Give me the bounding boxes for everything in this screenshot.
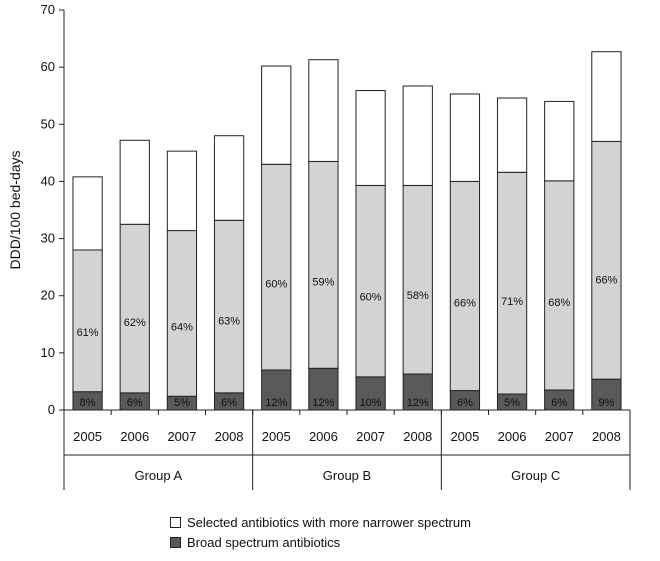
group-label: Group A	[134, 468, 182, 483]
group-label: Group B	[323, 468, 371, 483]
legend-item-narrow-spectrum: Selected antibiotics with more narrower …	[170, 512, 471, 532]
y-tick-label: 50	[41, 116, 55, 131]
x-tick-label: 2006	[120, 429, 149, 444]
x-tick-label: 2007	[167, 429, 196, 444]
bar-segment-middle	[402, 184, 433, 375]
bar-segment-narrow	[119, 139, 150, 225]
percent-label: 60%	[360, 291, 382, 303]
x-tick-label: 2006	[309, 429, 338, 444]
legend-swatch-white	[170, 516, 181, 528]
y-tick-label: 60	[41, 59, 55, 74]
bar-segment-narrow	[213, 135, 245, 221]
percent-label: 6%	[551, 397, 567, 409]
percent-label: 6%	[221, 397, 237, 409]
percent-label: 5%	[504, 397, 520, 409]
percent-label: 9%	[598, 397, 614, 409]
percent-label: 12%	[407, 397, 429, 409]
x-tick-label: 2008	[403, 429, 432, 444]
x-axis: 2005 2006 2007 2008 2005 2006 2007 2008 2005 2006…	[63, 409, 631, 490]
percent-label: 64%	[171, 322, 193, 334]
bar-segment-middle	[496, 171, 528, 395]
y-tick-label: 0	[48, 402, 55, 417]
legend-item-broad-spectrum: Broad spectrum antibiotics	[170, 532, 471, 552]
x-tick-label: 2005	[73, 429, 102, 444]
bar-segment-middle	[544, 180, 575, 391]
bar-segment-narrow	[166, 150, 198, 232]
bar-segment-narrow	[449, 93, 481, 182]
percent-label: 62%	[124, 317, 146, 329]
bars	[72, 51, 622, 411]
x-tick-label: 2007	[356, 429, 385, 444]
bar-segment-broad	[591, 378, 622, 411]
legend-label-broad-spectrum: Broad spectrum antibiotics	[187, 534, 341, 550]
group-label: Group C	[511, 468, 560, 483]
y-tick-label: 10	[41, 345, 55, 360]
bar-segment-narrow	[496, 97, 528, 173]
legend-swatch-dark	[170, 536, 181, 548]
bar-segment-middle	[166, 230, 198, 397]
percent-label: 8%	[80, 397, 96, 409]
percent-label: 12%	[265, 397, 287, 409]
y-tick-label: 30	[41, 231, 55, 246]
percent-label: 66%	[454, 298, 476, 310]
percent-label: 59%	[312, 276, 334, 288]
percent-label: 6%	[457, 397, 473, 409]
percent-label: 68%	[548, 297, 570, 309]
bar-segment-middle	[72, 249, 103, 393]
x-tick-label: 2007	[545, 429, 574, 444]
x-tick-label: 2005	[450, 429, 479, 444]
bar-segment-narrow	[544, 100, 575, 182]
x-tick-label: 2008	[592, 429, 621, 444]
bar-segment-middle	[308, 160, 339, 369]
percent-label: 71%	[501, 296, 523, 308]
y-tick-label: 20	[41, 288, 55, 303]
percent-label: 61%	[77, 327, 99, 339]
y-tick-label: 70	[41, 2, 55, 17]
percent-label: 5%	[174, 397, 190, 409]
bar-segment-narrow	[591, 51, 622, 142]
bar-segment-narrow	[261, 65, 292, 165]
x-tick-label: 2008	[215, 429, 244, 444]
legend-label-narrow-spectrum: Selected antibiotics with more narrower …	[187, 514, 471, 530]
bar-segment-middle	[261, 163, 292, 371]
percent-label: 6%	[127, 397, 143, 409]
x-tick-label: 2005	[262, 429, 291, 444]
bar-segment-middle	[213, 219, 245, 394]
percent-label: 66%	[595, 274, 617, 286]
bar-segment-middle	[119, 223, 150, 394]
percent-label: 12%	[312, 397, 334, 409]
percent-label: 63%	[218, 315, 240, 327]
x-tick-label: 2006	[498, 429, 527, 444]
bar-segment-middle	[449, 180, 481, 392]
percent-labels: 8% 61% 6% 62% 5% 64% 6% 63% 12% 60% 12% 59% 10% 60% 12…	[77, 274, 618, 409]
percent-label: 10%	[360, 397, 382, 409]
bar-segment-middle	[591, 140, 622, 380]
bar-segment-narrow	[72, 176, 103, 251]
bar-segment-narrow	[308, 59, 339, 162]
legend: Selected antibiotics with more narrower …	[170, 512, 471, 552]
bar-segment-middle	[355, 184, 386, 378]
y-tick-label: 40	[41, 173, 55, 188]
y-axis-label: DDD/100 bed-days	[7, 150, 23, 269]
percent-label: 58%	[407, 290, 429, 302]
y-axis: 0 10 20 30 40 50 60 70	[41, 2, 65, 417]
bar-segment-narrow	[355, 90, 386, 186]
bar-segment-narrow	[402, 85, 433, 186]
percent-label: 60%	[265, 279, 287, 291]
